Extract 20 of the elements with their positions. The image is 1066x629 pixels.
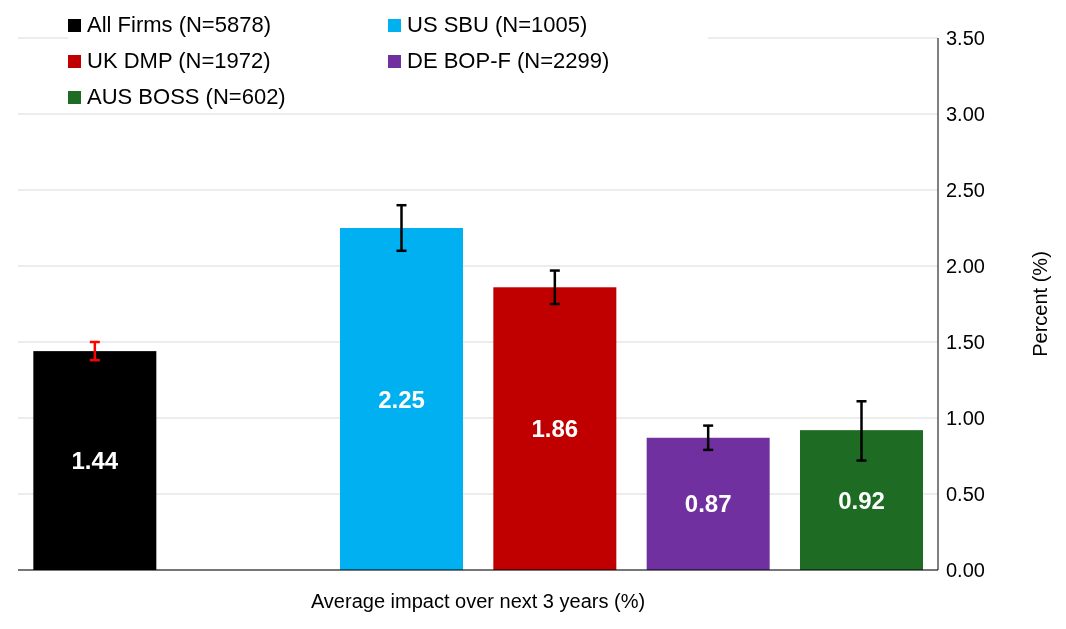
data-label: 1.86 xyxy=(531,415,579,443)
data-label: 0.92 xyxy=(838,486,885,514)
y-tick-label: 3.50 xyxy=(946,27,985,50)
data-label: 1.44 xyxy=(71,447,119,475)
y-tick-label: 2.50 xyxy=(946,179,985,202)
data-label: 0.87 xyxy=(684,490,732,518)
legend-label: AUS BOSS (N=602) xyxy=(87,84,286,110)
y-tick-label: 0.50 xyxy=(946,483,985,506)
y-tick-label: 1.00 xyxy=(946,407,985,430)
y-axis-title: Percent (%) xyxy=(1029,251,1052,357)
legend-label: All Firms (N=5878) xyxy=(87,12,271,38)
x-axis-title: Average impact over next 3 years (%) xyxy=(310,590,646,612)
y-tick-label: 1.50 xyxy=(946,331,985,354)
legend-label: DE BOP-F (N=2299) xyxy=(407,48,610,74)
legend-label: US SBU (N=1005) xyxy=(407,12,588,38)
data-label: 2.25 xyxy=(378,385,425,413)
legend-label: UK DMP (N=1972) xyxy=(87,48,271,74)
y-tick-label: 3.00 xyxy=(946,103,985,126)
y-tick-label: 0.00 xyxy=(946,559,985,582)
y-tick-label: 2.00 xyxy=(946,255,985,278)
